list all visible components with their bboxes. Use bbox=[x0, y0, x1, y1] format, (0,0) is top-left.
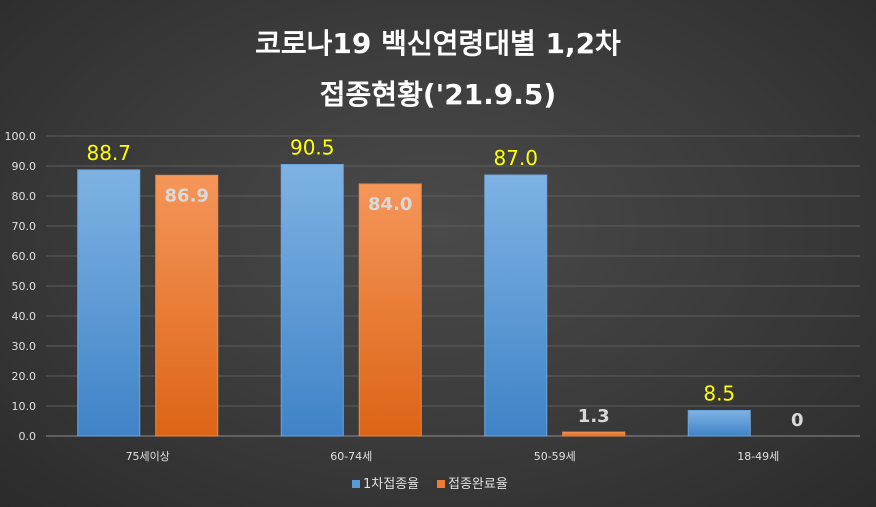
data-label: 88.7 bbox=[86, 141, 131, 165]
y-tick-label: 20.0 bbox=[12, 370, 37, 383]
data-label: 1.3 bbox=[578, 406, 610, 427]
bars: 88.7 86.9 90.5 84.0 87.0 1.3 8.5 0 bbox=[77, 136, 804, 437]
y-tick-label: 10.0 bbox=[12, 400, 37, 413]
y-tick-label: 50.0 bbox=[12, 280, 37, 293]
bar-first-dose bbox=[687, 410, 751, 437]
bar-first-dose bbox=[280, 164, 344, 437]
legend-label: 1차접종율 bbox=[363, 477, 419, 492]
chart-title-line2: 접종현황('21.9.5) bbox=[320, 78, 556, 111]
data-label: 87.0 bbox=[493, 146, 538, 170]
x-axis: 75세이상 60-74세 50-59세 18-49세 bbox=[126, 450, 780, 463]
data-label: 0 bbox=[791, 410, 804, 431]
x-tick-label: 60-74세 bbox=[330, 450, 372, 463]
y-tick-label: 90.0 bbox=[12, 160, 37, 173]
x-tick-label: 18-49세 bbox=[737, 450, 779, 463]
data-label: 86.9 bbox=[165, 185, 209, 206]
bar-fully-vaccinated bbox=[358, 183, 422, 437]
legend-swatch-fully-vaccinated bbox=[437, 480, 445, 488]
y-tick-label: 40.0 bbox=[12, 310, 37, 323]
bar-first-dose bbox=[484, 174, 548, 437]
y-tick-label: 80.0 bbox=[12, 190, 37, 203]
y-tick-label: 70.0 bbox=[12, 220, 37, 233]
data-label: 8.5 bbox=[703, 382, 735, 406]
y-tick-label: 100.0 bbox=[5, 130, 37, 143]
data-label: 84.0 bbox=[368, 194, 412, 215]
bar-first-dose bbox=[77, 169, 141, 437]
y-tick-label: 30.0 bbox=[12, 340, 37, 353]
legend-label: 접종완료율 bbox=[448, 477, 508, 492]
x-tick-label: 50-59세 bbox=[534, 450, 576, 463]
y-tick-label: 60.0 bbox=[12, 250, 37, 263]
bar-fully-vaccinated bbox=[562, 431, 626, 437]
chart-title-line1: 코로나19 백신연령대별 1,2차 bbox=[255, 27, 621, 60]
bar-fully-vaccinated bbox=[155, 174, 219, 437]
legend: 1차접종율 접종완료율 bbox=[352, 477, 508, 492]
legend-swatch-first-dose bbox=[352, 480, 360, 488]
y-axis: 0.0 10.0 20.0 30.0 40.0 50.0 60.0 70.0 80.0 90.0 1… bbox=[5, 130, 37, 443]
y-tick-label: 0.0 bbox=[19, 430, 37, 443]
data-label: 90.5 bbox=[290, 136, 335, 160]
x-tick-label: 75세이상 bbox=[126, 450, 170, 463]
